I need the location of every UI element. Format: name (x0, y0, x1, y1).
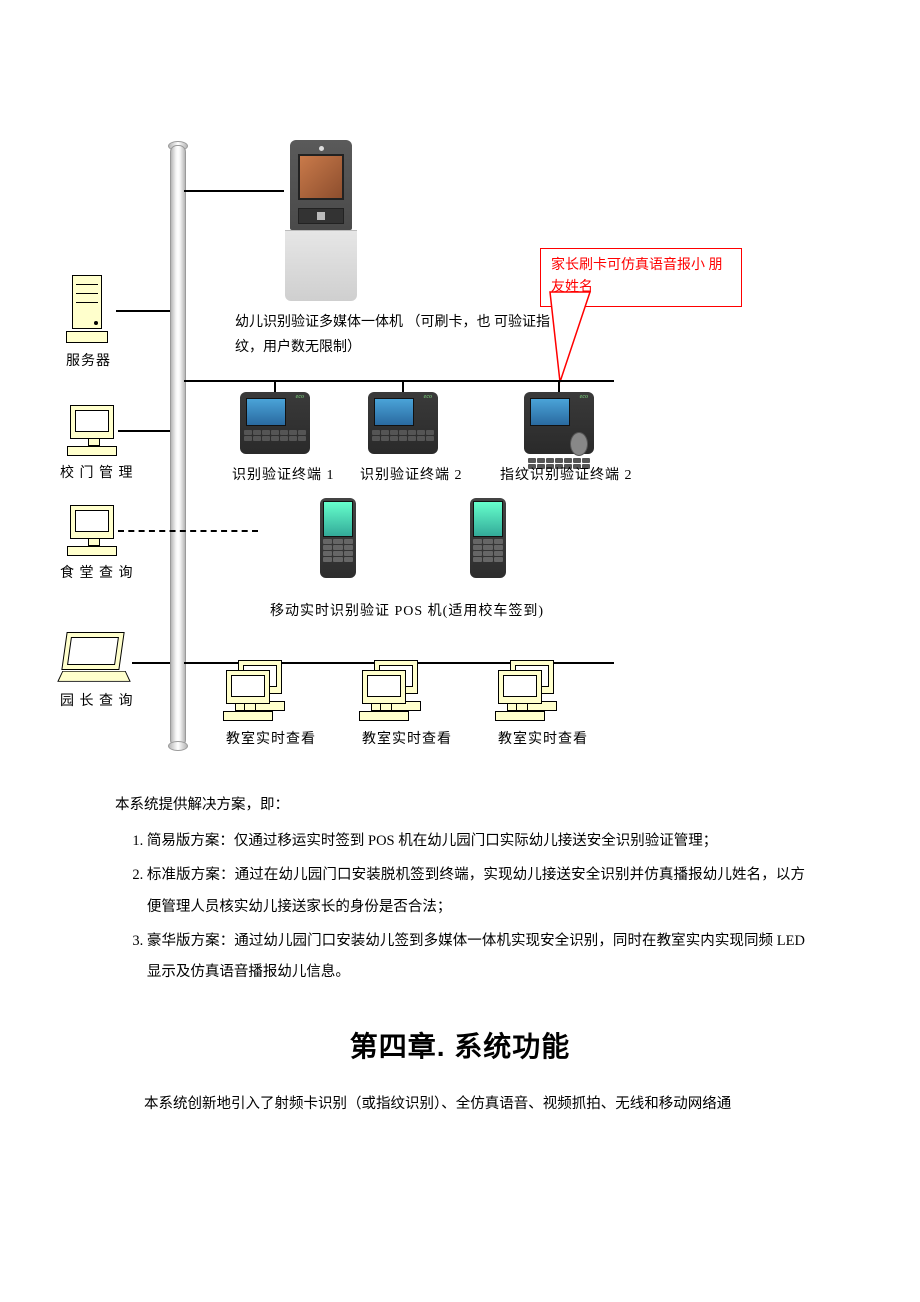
connector-v (402, 380, 404, 392)
bus-cap-bottom (168, 741, 188, 751)
canteen-label: 食 堂 查 询 (60, 562, 134, 582)
network-bus (170, 145, 186, 747)
outro-line: 本系统创新地引入了射频卡识别（或指纹识别）、全仿真语音、视频抓拍、无线和移动网络… (115, 1089, 805, 1121)
terminal-1-icon: eco (240, 392, 310, 454)
classroom-1-label: 教室实时查看 (226, 728, 316, 748)
gate-label: 校 门 管 理 (60, 462, 134, 482)
solution-item-2: 标准版方案：通过在幼儿园门口安装脱机签到终端，实现幼儿接送安全识别并仿真播报幼儿… (147, 860, 805, 924)
connector (184, 380, 614, 382)
pos-caption: 移动实时识别验证 POS 机(适用校车签到) (270, 600, 544, 620)
outro-text: 本系统创新地引入了射频卡识别（或指纹识别）、全仿真语音、视频抓拍、无线和移动网络… (115, 1089, 805, 1121)
classroom-2-label: 教室实时查看 (362, 728, 452, 748)
terminal-2-label: 识别验证终端 2 (360, 464, 463, 484)
solution-item-3: 豪华版方案：通过幼儿园门口安装幼儿签到多媒体一体机实现安全识别，同时在教室实内实… (147, 926, 805, 990)
principal-label: 园 长 查 询 (60, 690, 134, 710)
connector-v (274, 380, 276, 392)
solutions-list: 简易版方案：仅通过移运实时签到 POS 机在幼儿园门口实际幼儿接送安全识别验证管… (115, 826, 805, 989)
terminal-3-icon: eco (524, 392, 594, 454)
intro-line: 本系统提供解决方案，即： (115, 790, 805, 822)
kiosk-icon (285, 140, 357, 301)
server-icon (72, 275, 116, 343)
system-topology-diagram: 服务器 校 门 管 理 食 堂 查 询 园 长 查 询 幼儿识别验证多媒体一体机… (60, 110, 860, 750)
principal-laptop-icon (64, 632, 128, 683)
classroom-3-label: 教室实时查看 (498, 728, 588, 748)
chapter-heading: 第四章. 系统功能 (0, 1025, 920, 1065)
connector (118, 430, 170, 432)
solution-item-1: 简易版方案：仅通过移运实时签到 POS 机在幼儿园门口实际幼儿接送安全识别验证管… (147, 826, 805, 858)
terminal-1-label: 识别验证终端 1 (232, 464, 335, 484)
connector-v (558, 380, 560, 392)
connector-dashed (118, 530, 258, 532)
connector (132, 662, 170, 664)
terminal-3-label: 指纹识别验证终端 2 (500, 464, 633, 484)
solutions-text: 本系统提供解决方案，即： 简易版方案：仅通过移运实时签到 POS 机在幼儿园门口… (115, 790, 805, 989)
kiosk-caption: 幼儿识别验证多媒体一体机 （可刷卡，也 可验证指纹，用户数无限制） (235, 310, 555, 360)
gate-pc-icon (70, 405, 117, 456)
connector (116, 310, 170, 312)
pos-2-icon (470, 498, 506, 578)
pos-1-icon (320, 498, 356, 578)
server-label: 服务器 (66, 350, 111, 370)
callout-arrow (520, 292, 620, 392)
canteen-pc-icon (70, 505, 117, 556)
terminal-2-icon: eco (368, 392, 438, 454)
connector (184, 190, 284, 192)
